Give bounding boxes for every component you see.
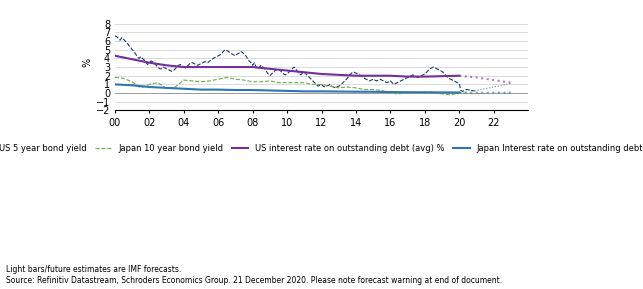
Text: Light bars/future estimates are IMF forecasts.: Light bars/future estimates are IMF fore…: [6, 265, 182, 274]
Y-axis label: %: %: [83, 58, 93, 67]
Text: Source: Refinitiv Datastream, Schroders Economics Group. 21 December 2020. Pleas: Source: Refinitiv Datastream, Schroders …: [6, 276, 503, 285]
Legend: US 5 year bond yield, Japan 10 year bond yield, US interest rate on outstanding : US 5 year bond yield, Japan 10 year bond…: [0, 140, 643, 156]
